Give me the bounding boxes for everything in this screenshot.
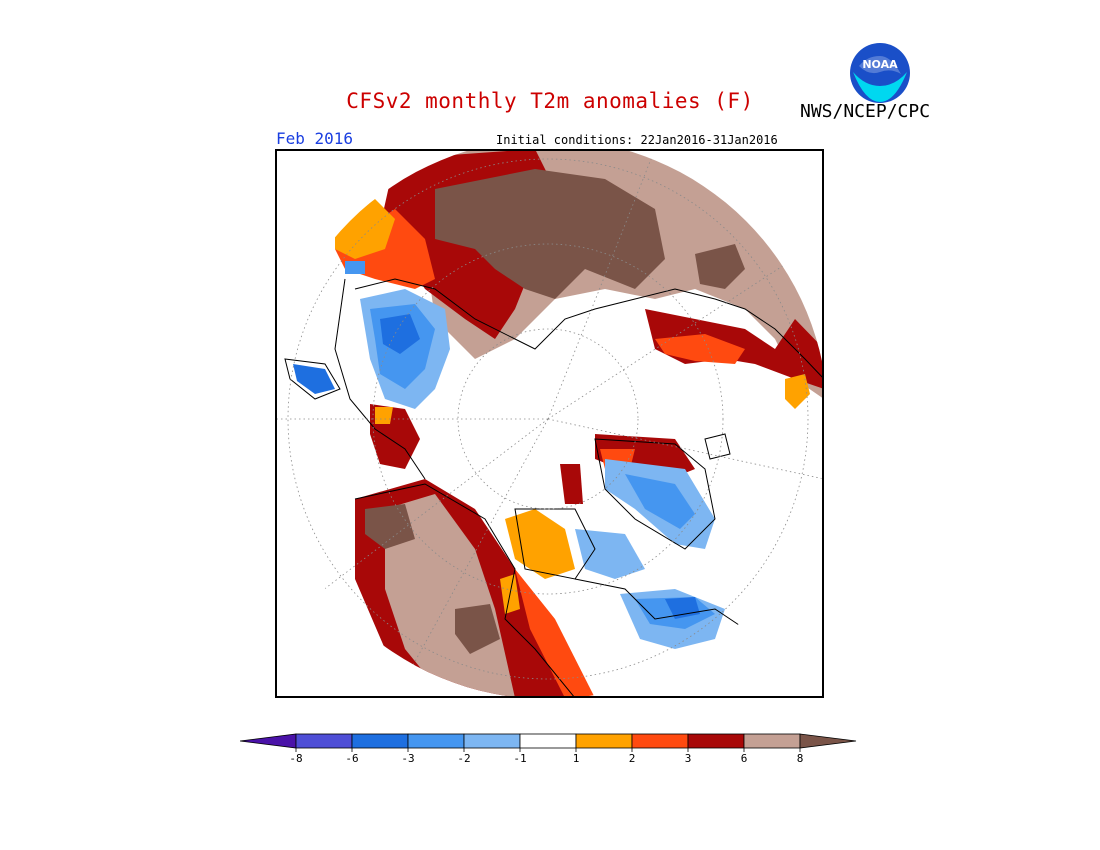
far-east-brown — [695, 244, 745, 289]
coast-arctic-isles — [514, 508, 596, 580]
africa-orange — [375, 407, 393, 424]
colorbar-bin-8 — [687, 733, 745, 749]
america-red — [515, 569, 595, 696]
canada-brown-2 — [455, 604, 500, 654]
colorbar-bin-4 — [463, 733, 521, 749]
initial-conditions: Initial conditions: 22Jan2016-31Jan2016 — [496, 133, 778, 147]
coast-uk — [284, 358, 341, 400]
forecast-month: Feb 2016 — [276, 129, 354, 148]
colorbar-tick-label: -3 — [401, 752, 414, 765]
noaa-logo: NOAA — [849, 42, 911, 108]
canada-blue — [625, 474, 695, 529]
colorbar-tick-label: 3 — [685, 752, 692, 765]
polar-map — [275, 149, 824, 698]
coast-eurasia — [354, 278, 822, 380]
colorbar: -8 -6 -3 -2 -1 1 2 3 6 8 — [239, 732, 862, 772]
asia-orange — [785, 374, 810, 409]
grid-lon-2 — [547, 418, 822, 480]
grid-lon-3 — [547, 151, 656, 420]
colorbar-tick-label: 6 — [741, 752, 748, 765]
colorbar-tick-label: -6 — [345, 752, 358, 765]
colorbar-bin-7 — [631, 733, 689, 749]
colorbar-bin-2 — [351, 733, 409, 749]
grid-lon-6 — [284, 418, 549, 620]
siberia-brown — [435, 169, 665, 299]
colorbar-tick-label: -1 — [513, 752, 526, 765]
grid-lat-mid — [372, 243, 724, 595]
europe-orange — [335, 199, 395, 259]
colorbar-bin-1 — [295, 733, 353, 749]
coast-greenland — [594, 438, 716, 550]
colorbar-tick-label: 2 — [629, 752, 636, 765]
uk-blue — [293, 364, 335, 394]
colorbar-bin-6 — [575, 733, 633, 749]
colorbar-tick-label: 1 — [573, 752, 580, 765]
hudson-blue — [575, 529, 645, 579]
colorbar-bin-9 — [743, 733, 801, 749]
colorbar-bin-10 — [799, 733, 857, 749]
arctic-darkred-isle — [560, 464, 583, 504]
east-asia-red — [655, 334, 745, 364]
colorbar-tick-label: 8 — [797, 752, 804, 765]
coast-hudson — [574, 578, 746, 630]
coast-europe — [334, 278, 426, 480]
noaa-logo-text: NOAA — [862, 58, 898, 71]
colorbar-tick-label: -2 — [457, 752, 470, 765]
colorbar-bin-3 — [407, 733, 465, 749]
canada-brown — [365, 504, 415, 549]
arctic-orange — [505, 509, 575, 579]
coast-island — [704, 433, 731, 460]
chart-title: CFSv2 monthly T2m anomalies (F) — [346, 89, 754, 113]
grid-lat-inner — [457, 328, 639, 510]
colorbar-tick-label: -8 — [289, 752, 302, 765]
grid-lat-outer — [287, 158, 809, 680]
europe-small-blue — [345, 261, 365, 274]
colorbar-bin-0 — [239, 733, 297, 749]
grid-lon-5 — [547, 238, 822, 420]
coast-namerica — [354, 483, 576, 696]
colorbar-bin-5 — [519, 733, 577, 749]
atlantic-midblue — [665, 597, 700, 619]
europe-midblue — [380, 314, 420, 354]
org-label: NWS/NCEP/CPC — [800, 101, 931, 122]
